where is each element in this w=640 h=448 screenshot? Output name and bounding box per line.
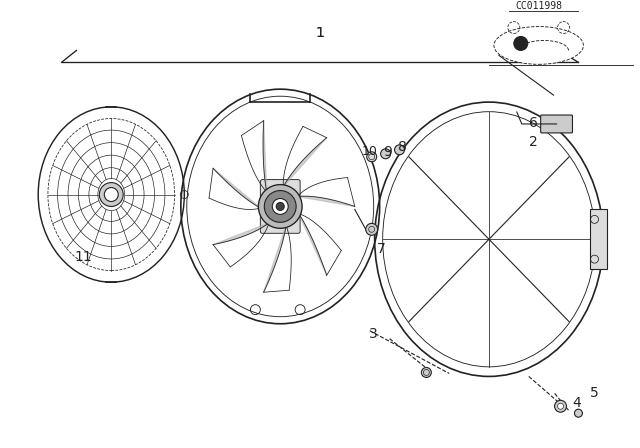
Text: CC011998: CC011998 xyxy=(515,0,562,11)
Circle shape xyxy=(394,145,404,155)
Circle shape xyxy=(421,367,431,377)
Polygon shape xyxy=(264,225,286,292)
Text: 2: 2 xyxy=(529,135,538,149)
FancyBboxPatch shape xyxy=(541,115,572,133)
Text: 10: 10 xyxy=(362,145,378,158)
Circle shape xyxy=(264,190,296,222)
Circle shape xyxy=(99,183,123,207)
Text: 1: 1 xyxy=(316,26,324,39)
Text: 4: 4 xyxy=(572,396,581,410)
Circle shape xyxy=(365,224,378,235)
Bar xyxy=(589,210,607,269)
Circle shape xyxy=(259,185,302,228)
FancyBboxPatch shape xyxy=(260,180,300,233)
Text: 11: 11 xyxy=(74,250,92,264)
Text: 5: 5 xyxy=(590,386,598,401)
Polygon shape xyxy=(299,214,327,275)
Text: 9: 9 xyxy=(383,145,392,159)
Text: 6: 6 xyxy=(529,116,538,130)
Polygon shape xyxy=(213,223,269,245)
Circle shape xyxy=(272,198,288,215)
Polygon shape xyxy=(284,138,327,187)
Circle shape xyxy=(555,401,566,412)
Text: 1: 1 xyxy=(316,26,324,39)
Circle shape xyxy=(104,188,118,202)
Circle shape xyxy=(557,403,564,409)
Polygon shape xyxy=(213,168,260,208)
Circle shape xyxy=(514,36,528,51)
Text: 8: 8 xyxy=(398,140,407,154)
Polygon shape xyxy=(263,121,267,192)
Text: 3: 3 xyxy=(369,327,378,340)
Circle shape xyxy=(276,202,284,211)
Text: 7: 7 xyxy=(377,242,386,256)
Circle shape xyxy=(381,149,390,159)
Polygon shape xyxy=(298,196,355,207)
Circle shape xyxy=(575,409,582,417)
Ellipse shape xyxy=(494,26,584,65)
Circle shape xyxy=(367,152,377,162)
